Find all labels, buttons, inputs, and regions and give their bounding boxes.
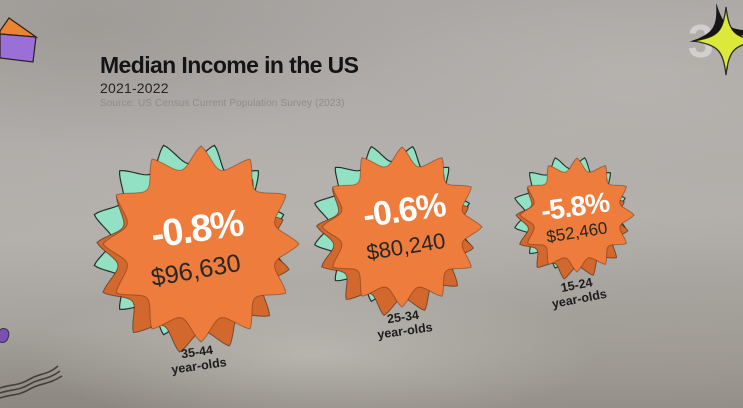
flower-main-petals [519,157,635,273]
source-caption: Source: US Census Current Population Sur… [100,98,345,109]
squiggle-line [0,370,61,394]
squiggle-line [0,365,59,389]
flower-main-petals [102,145,300,343]
flower-main-petals [321,146,483,308]
chart-header: Median Income in the US 2021-2022 Source… [100,52,359,110]
star-body [692,6,743,76]
cube-decoration [0,17,38,63]
page-title: Median Income in the US [100,52,359,78]
sparkle-star-icon [689,4,743,76]
income-badge-15-24 [514,157,635,280]
purple-blob-decoration [0,326,12,345]
income-badge-35-44 [93,144,300,353]
page-subtitle: 2021-2022 [100,80,169,96]
squiggle-lines [0,365,63,399]
squiggle-line [0,375,63,399]
cube-front-face [0,33,37,63]
income-badge-25-34 [313,145,483,317]
